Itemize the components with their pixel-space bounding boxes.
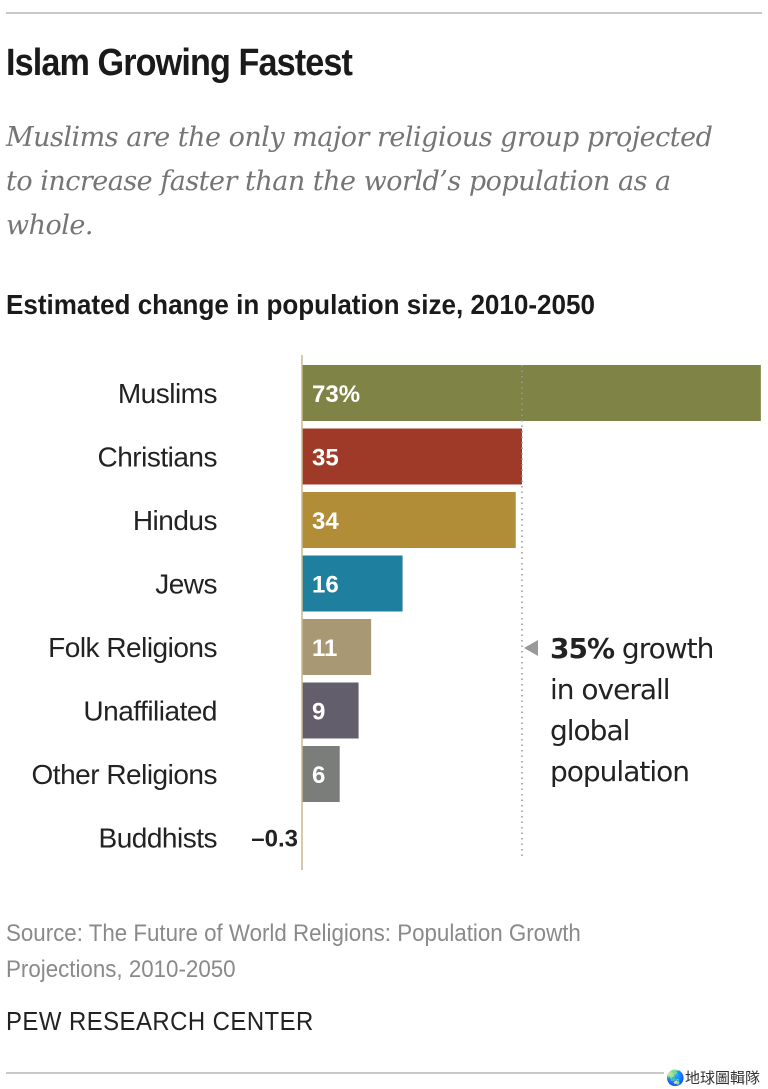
brand-label: PEW RESEARCH CENTER	[6, 1006, 314, 1036]
category-label: Buddhists	[99, 823, 217, 854]
chart-title: Estimated change in population size, 201…	[6, 289, 595, 320]
bar-other-religions	[302, 746, 340, 802]
reference-annotation: 35% growth	[550, 632, 713, 665]
bar-unaffiliated	[302, 682, 359, 739]
globe-icon: 🌏	[666, 1070, 685, 1087]
subtitle: Muslims are the only major religious gro…	[6, 122, 713, 241]
category-label: Folk Religions	[48, 632, 217, 663]
bar-christians	[302, 428, 522, 485]
arrow-left-icon	[524, 640, 538, 656]
source-note: Source: The Future of World Religions: P…	[6, 920, 581, 983]
data-label: 6	[312, 762, 325, 789]
category-label: Hindus	[133, 505, 217, 536]
bar-jews	[302, 555, 403, 612]
reference-annotation: in overall	[550, 673, 670, 706]
bar-muslims	[302, 365, 761, 421]
bar-hindus	[302, 492, 516, 548]
data-label: –0.3	[251, 826, 298, 853]
data-label: 16	[312, 572, 339, 599]
category-label: Jews	[155, 569, 217, 600]
top-divider	[6, 12, 762, 14]
reference-annotation: global	[550, 714, 629, 747]
category-label: Unaffiliated	[83, 696, 217, 727]
watermark: 🌏地球圖輯隊	[664, 1067, 762, 1088]
bar-chart: Muslims 73% Christians 35 Hindus 34 Jews 16 Folk…	[32, 355, 761, 870]
data-label: 73%	[312, 381, 360, 408]
category-label: Christians	[98, 442, 217, 473]
page-title: Islam Growing Fastest	[6, 42, 353, 84]
data-label: 34	[312, 508, 339, 535]
bottom-divider	[6, 1072, 762, 1074]
category-label: Muslims	[118, 378, 217, 409]
reference-annotation: population	[550, 755, 689, 788]
data-label: 35	[312, 445, 339, 472]
data-label: 9	[312, 699, 325, 726]
bar-folk-religions	[302, 619, 372, 675]
data-label: 11	[312, 635, 337, 662]
watermark-text: 地球圖輯隊	[684, 1070, 760, 1087]
category-label: Other Religions	[32, 759, 217, 790]
